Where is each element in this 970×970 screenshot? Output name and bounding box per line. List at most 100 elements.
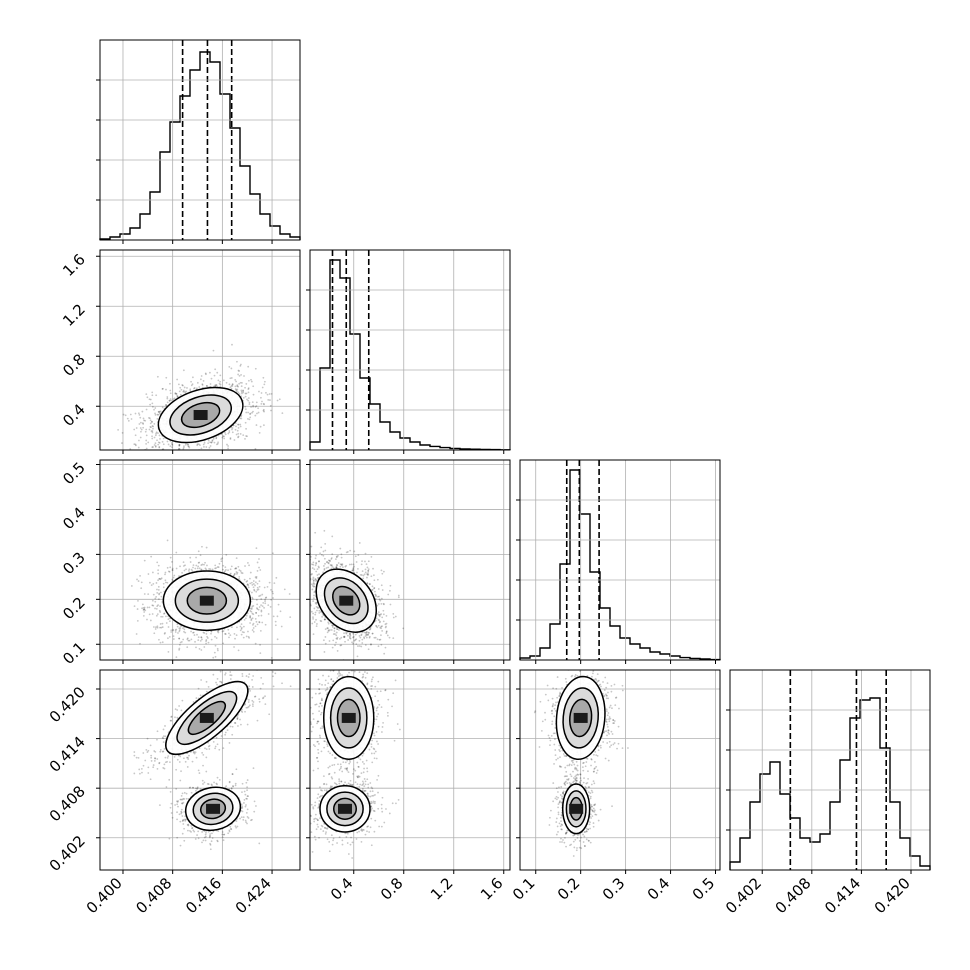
sample-point (236, 390, 238, 393)
sample-point (136, 578, 138, 581)
sample-point (380, 584, 383, 587)
sample-point (130, 585, 133, 587)
sample-point (367, 648, 370, 651)
sample-point (269, 404, 272, 407)
sample-point (307, 595, 309, 597)
sample-point (129, 413, 132, 416)
sample-point (172, 635, 175, 638)
sample-point (352, 566, 355, 569)
sample-point (250, 378, 252, 381)
sample-point (217, 566, 220, 569)
sample-point (158, 577, 161, 580)
sample-point (169, 382, 171, 385)
sample-point (252, 613, 255, 616)
sample-point (204, 567, 207, 570)
sample-point (262, 376, 265, 379)
sample-point (171, 444, 174, 446)
sample-point (317, 565, 320, 568)
sample-point (237, 565, 240, 568)
sample-point (352, 636, 354, 639)
sample-point (167, 443, 170, 446)
sample-point (182, 390, 185, 393)
sample-point (156, 613, 159, 616)
y-tick-label: 0.8 (59, 350, 89, 380)
sample-point (239, 425, 242, 428)
sample-point (179, 565, 181, 568)
sample-point (148, 606, 151, 609)
sample-point (235, 425, 237, 428)
sample-point (203, 563, 205, 566)
sample-point (173, 574, 176, 577)
sample-point (327, 561, 330, 564)
sample-point (247, 391, 250, 394)
sample-point (206, 385, 208, 387)
sample-point (145, 393, 148, 396)
sample-point (155, 595, 158, 598)
sample-point (175, 628, 178, 631)
sample-point (146, 606, 149, 609)
sample-point (143, 608, 146, 611)
sample-point (341, 564, 343, 567)
sample-point (270, 598, 273, 601)
sample-point (169, 556, 172, 559)
sample-point (137, 599, 139, 602)
y-tick-label: 0.4 (59, 400, 89, 430)
sample-point (182, 561, 185, 564)
sample-point (255, 424, 258, 426)
sample-point (162, 452, 164, 454)
sample-point (376, 626, 379, 629)
sample-point (378, 638, 381, 641)
sample-point (206, 637, 209, 639)
sample-point (264, 596, 267, 599)
sample-point (145, 447, 148, 450)
sample-point (242, 390, 245, 392)
sample-point (236, 360, 238, 363)
sample-point (314, 564, 317, 567)
histogram-step (309, 259, 511, 451)
sample-point (203, 646, 206, 648)
sample-point (379, 620, 381, 623)
sample-point (152, 446, 154, 448)
sample-point (242, 391, 245, 394)
sample-point (139, 421, 142, 424)
sample-point (173, 397, 176, 400)
sample-point (335, 637, 338, 640)
sample-point (168, 452, 170, 454)
sample-point (254, 448, 257, 450)
sample-point (187, 569, 190, 572)
sample-point (154, 607, 156, 610)
sample-point (139, 642, 141, 645)
sample-point (224, 431, 226, 434)
sample-point (239, 570, 242, 572)
sample-point (227, 447, 229, 450)
sample-point (254, 584, 256, 587)
sample-point (257, 588, 260, 591)
sample-point (249, 614, 252, 617)
sample-point (324, 636, 327, 638)
sample-point (215, 437, 218, 440)
sample-point (225, 553, 228, 556)
hist-panel-1 (309, 250, 511, 451)
sample-point (222, 568, 224, 571)
sample-point (360, 574, 363, 576)
sample-point (151, 421, 153, 423)
sample-point (378, 595, 380, 598)
scatter-panel-1-2 (294, 529, 405, 660)
y-tick-label: 0.1 (59, 638, 89, 668)
sample-point (227, 445, 230, 447)
sample-point (342, 635, 345, 638)
sample-point (156, 625, 159, 628)
sample-point (377, 618, 380, 621)
sample-point (135, 427, 138, 429)
sample-point (172, 398, 175, 401)
sample-point (186, 387, 188, 389)
sample-point (294, 589, 296, 591)
sample-point (157, 579, 159, 582)
sample-point (327, 562, 330, 565)
sample-point (365, 633, 368, 636)
sample-point (258, 580, 261, 583)
sample-point (255, 611, 258, 614)
sample-point (366, 573, 368, 575)
sample-point (263, 383, 266, 386)
sample-point (178, 629, 181, 631)
